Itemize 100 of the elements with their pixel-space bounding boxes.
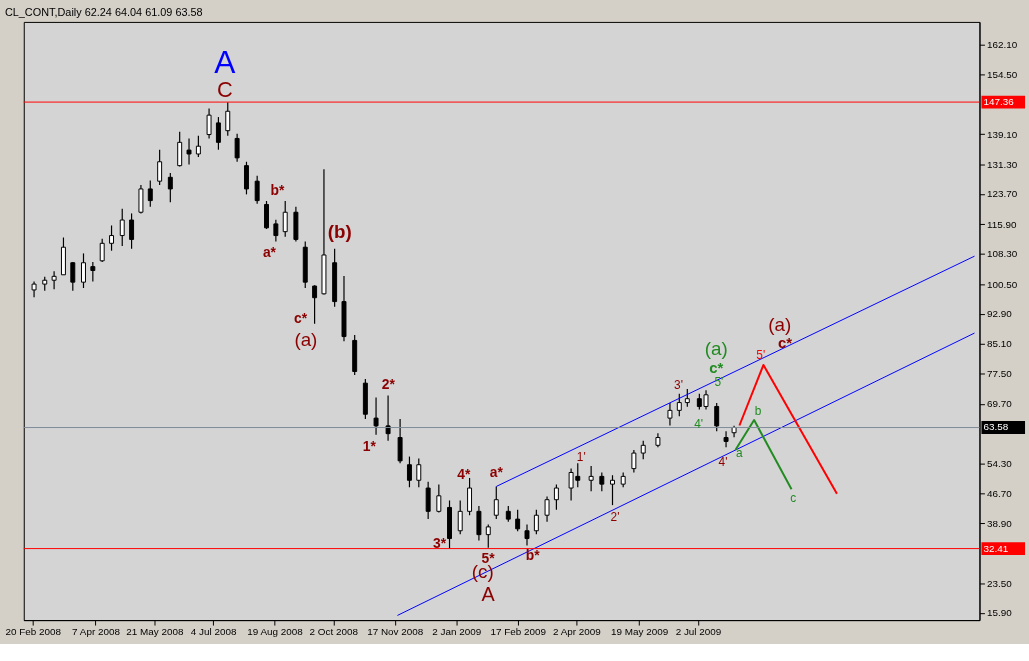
candlestick [51,270,57,290]
candlestick [476,505,482,542]
candlestick [282,200,288,238]
candlestick [425,481,431,520]
candlestick [234,133,240,163]
x-tick-label: 17 Nov 2008 [367,626,424,638]
x-tick-label: 2 Jan 2009 [432,626,482,638]
candlestick [215,116,221,151]
candlestick [631,449,637,474]
annotation: 4' [694,416,704,431]
annotation: 3* [432,534,447,551]
ref-line-label: 32.41 [983,542,1009,554]
candlestick [493,485,499,520]
x-tick-label: 7 Apr 2008 [72,626,121,638]
candlestick [406,455,412,488]
candlestick [273,219,279,242]
y-tick-label: 162.10 [986,39,1018,51]
candlestick [588,465,594,492]
x-tick-label: 20 Feb 2008 [5,626,62,638]
annotation: (a) [704,337,728,359]
candlestick [723,430,729,448]
y-tick-label: 77.50 [986,367,1013,379]
x-tick-label: 19 May 2009 [611,626,669,638]
annotation: c [790,490,797,505]
annotation: 1* [362,438,377,455]
annotation: 4* [457,466,471,483]
candlestick [195,135,201,158]
candlestick [373,396,379,436]
y-tick-label: 38.90 [986,517,1013,529]
x-tick-label: 2 Oct 2008 [309,626,359,638]
annotation: A [481,582,496,605]
annotation: b [754,404,762,419]
candlestick [640,440,646,460]
candlestick [81,252,86,289]
annotation: 2' [610,510,620,525]
y-tick-label: 69.70 [986,398,1013,410]
y-tick-label: 23.50 [986,577,1013,589]
x-tick-label: 17 Feb 2009 [490,626,547,638]
annotation: 3' [674,378,683,393]
annotation: b* [270,181,286,198]
x-tick-label: 2 Apr 2009 [553,626,602,638]
candlestick [157,149,163,186]
x-tick-label: 4 Jul 2008 [190,626,237,638]
candlestick [485,523,491,549]
candlestick [676,393,682,417]
candlestick [457,499,463,535]
candlestick [515,509,521,532]
candlestick [186,137,192,166]
chart-title: CL_CONT,Daily 62.24 64.04 61.09 63.58 [4,5,203,18]
y-tick-label: 131.30 [986,158,1018,170]
y-tick-label: 115.90 [986,218,1017,230]
candlestick [312,284,318,325]
candlestick [667,402,673,427]
y-tick-label: 15.90 [986,607,1013,619]
annotation: 5' [714,375,724,390]
x-tick-label: 21 May 2008 [126,626,184,638]
candlestick [243,161,249,195]
candlestick [138,184,144,215]
annotation: b* [525,547,541,564]
candlestick [416,457,422,488]
annotation: a* [262,243,277,260]
annotation: 4' [718,455,728,470]
candlestick [206,107,212,140]
candlestick [544,495,550,523]
ref-line-label: 63.58 [983,421,1009,433]
y-tick-label: 139.10 [986,128,1018,140]
candlestick [714,402,720,432]
candlestick [610,474,615,506]
annotation: a [735,446,743,461]
candlestick [225,101,231,137]
candlestick [553,483,559,511]
candlestick [436,483,442,514]
y-tick-label: 154.50 [986,68,1018,80]
candlestick [70,261,76,292]
candlestick [119,208,125,247]
annotation: (a) [294,329,318,351]
annotation: (a) [768,313,792,335]
annotation: c* [709,359,724,376]
annotation: 5' [756,347,766,362]
x-tick-label: 2 Jul 2009 [675,626,722,638]
annotation: 2* [381,376,396,393]
candlestick [599,471,605,492]
y-tick-label: 108.30 [986,248,1018,260]
y-tick-label: 100.50 [986,278,1018,290]
x-tick-label: 19 Aug 2008 [247,626,304,638]
annotation: c* [293,310,308,327]
candlestick [467,477,473,516]
candlestick [397,418,403,464]
candlestick [254,175,260,205]
candlestick [147,179,153,208]
y-tick-label: 46.70 [986,487,1013,499]
candlestick [533,509,539,535]
candlestick [109,224,115,252]
candlestick [177,131,183,168]
annotation: a* [489,464,504,481]
y-tick-label: 54.30 [986,458,1013,470]
candlestick [99,238,105,263]
annotation: c* [778,335,793,352]
annotation: (b) [327,221,352,242]
candlestick [90,261,96,282]
